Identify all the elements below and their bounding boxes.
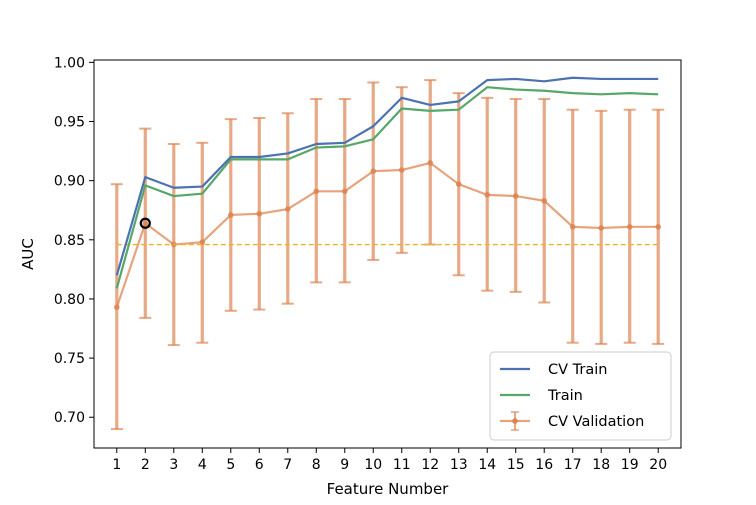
x-tick-label: 18 [592, 457, 610, 473]
best-point-marker [139, 217, 151, 229]
y-axis-label: AUC [19, 238, 37, 270]
cv-validation-point [199, 239, 206, 245]
x-tick-label: 10 [364, 457, 382, 473]
x-tick-label: 3 [169, 457, 178, 473]
cv-validation-point [341, 188, 348, 195]
legend: CV Train Train CV Validation [489, 351, 672, 441]
x-tick-label: 6 [255, 457, 264, 473]
legend-label-cv-validation: CV Validation [548, 414, 644, 430]
cv-validation-point [227, 212, 234, 218]
cv-validation-point [484, 192, 491, 198]
legend-swatch-marker [512, 418, 518, 424]
cv-validation-point [626, 223, 633, 230]
x-tick-label: 19 [621, 457, 639, 473]
legend-label-train: Train [547, 388, 583, 404]
cv-validation-point [398, 167, 405, 173]
cv-validation-point [256, 210, 263, 217]
cv-validation-point [113, 304, 120, 311]
y-tick-label: 0.95 [54, 115, 85, 131]
cv-validation-line [115, 161, 659, 308]
x-tick-label: 12 [421, 457, 439, 473]
cv-validation-point [427, 160, 434, 166]
x-tick-label: 11 [393, 457, 411, 473]
x-tick-label: 14 [478, 457, 496, 473]
x-tick-label: 17 [564, 457, 582, 473]
legend-label-cv-train: CV Train [548, 362, 607, 378]
x-tick-label: 20 [649, 457, 667, 473]
plot-frame [93, 59, 682, 449]
x-tick-label: 8 [312, 457, 321, 473]
cv-validation-point [313, 188, 320, 195]
y-tick-label: 1.00 [54, 55, 85, 71]
cv-validation-point [541, 197, 548, 204]
cv-validation-point [370, 168, 377, 174]
x-tick-label: 16 [535, 457, 553, 473]
x-tick-label: 5 [226, 457, 235, 473]
cv-validation-point [569, 223, 576, 230]
x-tick-label: 1 [112, 457, 121, 473]
cv-validation-point [512, 193, 519, 199]
cv-validation-point [655, 223, 662, 230]
y-tick-label: 0.85 [54, 233, 85, 249]
plot-area [110, 76, 665, 431]
cv-validation-point [598, 225, 605, 231]
train-line [115, 86, 659, 289]
x-tick-label: 2 [141, 457, 150, 473]
axes: Feature Number AUC 1 2 3 4 5 6 7 8 9 10 11 12 13 14 15… [19, 55, 682, 498]
cv-train-line [115, 76, 659, 276]
x-tick-label: 4 [198, 457, 207, 473]
x-tick-label: 15 [507, 457, 525, 473]
x-tick-label: 9 [340, 457, 349, 473]
x-axis-label: Feature Number [327, 480, 450, 498]
cv-validation-point [142, 220, 149, 227]
y-tick-label: 0.90 [54, 174, 85, 190]
cv-validation-point [455, 181, 462, 188]
x-tick-label: 13 [450, 457, 468, 473]
y-tick-label: 0.75 [54, 351, 85, 367]
cv-validation-point [284, 206, 291, 212]
legend-box [489, 351, 672, 441]
y-tick-label: 0.80 [54, 292, 85, 308]
y-tick-label: 0.70 [54, 410, 85, 426]
x-tick-label: 7 [283, 457, 292, 473]
